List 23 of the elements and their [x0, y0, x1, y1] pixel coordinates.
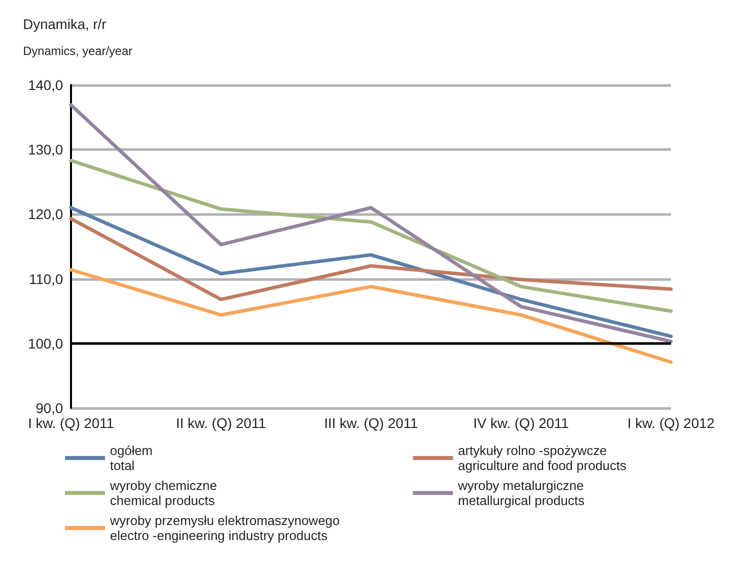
legend-label: artykuły rolno -spożywcze agriculture and food products — [458, 443, 627, 473]
line-series — [69, 103, 673, 344]
chart-subtitle: Dynamics, year/year — [23, 44, 132, 58]
line-series — [69, 268, 673, 364]
line-series — [69, 206, 673, 338]
x-tick-label: III kw. (Q) 2011 — [324, 415, 418, 431]
legend-label: wyroby metalurgiczne metallurgical products — [457, 478, 585, 508]
line-series — [69, 158, 673, 313]
x-tick-label: II kw. (Q) 2011 — [176, 415, 266, 431]
legend-label: ogółem total — [110, 443, 153, 473]
y-tick-label: 140,0 — [28, 77, 64, 93]
legend-label: wyroby chemiczne chemical products — [109, 478, 217, 508]
y-tick-label: 130,0 — [28, 142, 64, 158]
chart-title: Dynamika, r/r — [23, 16, 107, 32]
y-tick-label: 90,0 — [36, 400, 64, 416]
y-tick-label: 120,0 — [28, 206, 64, 222]
legend-label: wyroby przemysłu elektromaszynowego electro -engineering industry products — [109, 513, 340, 543]
y-tick-label: 110,0 — [29, 270, 64, 287]
line-series — [69, 216, 673, 302]
x-tick-label: I kw. (Q) 2011 — [28, 415, 114, 431]
y-tick-label: 100,0 — [28, 335, 64, 352]
x-tick-label: I kw. (Q) 2012 — [627, 415, 715, 431]
x-tick-label: IV kw. (Q) 2011 — [473, 415, 569, 431]
